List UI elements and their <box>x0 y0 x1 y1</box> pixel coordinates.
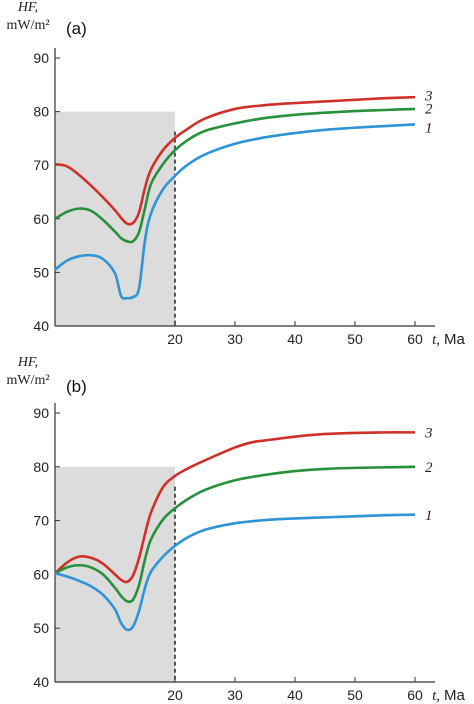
panel-a: 40 50 60 70 80 90 20 30 40 50 60 32 1 HF, mW/m² t, Ma (a) <box>6 0 465 348</box>
panel-label: (b) <box>66 377 87 396</box>
y-tick-label: 60 <box>33 566 49 582</box>
x-tick-label: 40 <box>287 687 303 703</box>
y-tick-label: 90 <box>33 405 49 421</box>
y-axis-label-unit: mW/m² <box>6 373 49 388</box>
series-label-2: 2 <box>425 460 433 476</box>
x-axis-label-unit: Ma <box>444 331 465 348</box>
series-line-1 <box>54 513 416 632</box>
y-axis-label-symbol: HF, <box>17 0 38 15</box>
panel-label: (a) <box>66 19 87 38</box>
series-line-1 <box>54 123 416 300</box>
series-label-1: 1 <box>425 508 433 524</box>
y-tick-label: 80 <box>33 104 49 120</box>
y-axis-label-symbol: HF, <box>17 355 38 370</box>
panel-b: 40 50 60 70 80 90 20 30 40 50 60 3 2 1 HF, mW/m² t, Ma (b) <box>6 355 465 704</box>
x-axis-label-unit: Ma <box>444 687 465 704</box>
y-tick-label: 80 <box>33 459 49 475</box>
x-axis-label-symbol: t, <box>432 332 440 348</box>
series-label-3: 3 <box>424 425 433 441</box>
y-tick-label: 50 <box>33 620 49 636</box>
x-tick-label: 20 <box>167 687 183 703</box>
y-tick-label: 60 <box>33 211 49 227</box>
y-tick-label: 40 <box>33 674 49 690</box>
series-line-2 <box>54 465 416 604</box>
series-line-3 <box>54 95 416 226</box>
x-tick-label: 30 <box>227 687 243 703</box>
series-line-3 <box>54 431 416 584</box>
series-label-1: 1 <box>425 121 433 137</box>
y-axis-label-unit: mW/m² <box>6 18 49 33</box>
y-tick-label: 50 <box>33 264 49 280</box>
x-tick-label: 40 <box>287 331 303 347</box>
y-tick-label: 90 <box>33 50 49 66</box>
shaded-region <box>55 111 175 326</box>
x-tick-label: 30 <box>227 331 243 347</box>
y-tick-label: 70 <box>33 513 49 529</box>
x-axis-label-symbol: t, <box>432 688 440 704</box>
x-tick-label: 50 <box>347 331 363 347</box>
x-tick-label: 60 <box>407 331 423 347</box>
x-tick-label: 60 <box>407 687 423 703</box>
series-label-2: 2 <box>425 101 433 117</box>
y-tick-label: 70 <box>33 157 49 173</box>
series-label-3: 3 <box>424 89 433 105</box>
series-line-2 <box>54 107 416 244</box>
x-tick-label: 20 <box>167 331 183 347</box>
x-tick-label: 50 <box>347 687 363 703</box>
y-tick-label: 40 <box>33 318 49 334</box>
